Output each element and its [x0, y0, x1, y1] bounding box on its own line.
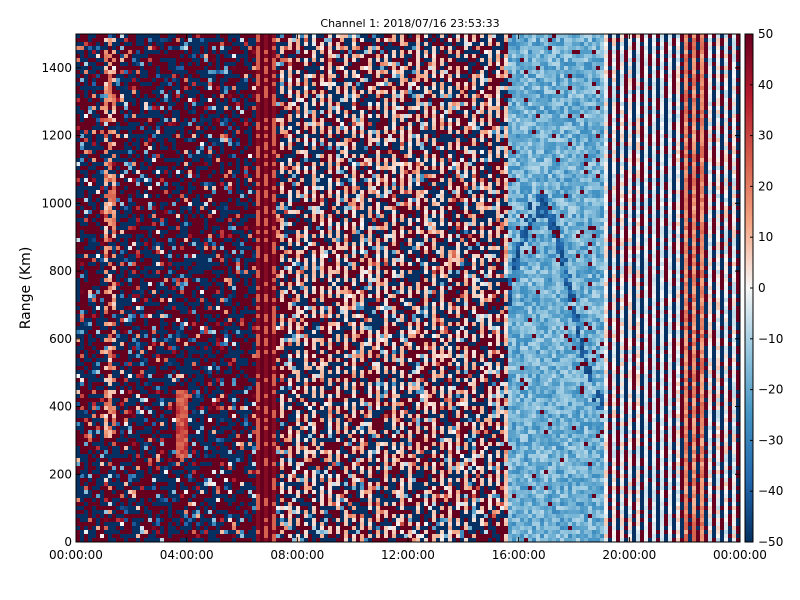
y-tick-label: 200 — [49, 467, 72, 481]
chart-title: Channel 1: 2018/07/16 23:53:33 — [320, 17, 499, 30]
x-tick-label: 04:00:00 — [160, 548, 214, 562]
y-axis-label: Range (Km) — [18, 247, 34, 330]
y-tick-label: 400 — [49, 400, 72, 414]
y-tick-label: 800 — [49, 264, 72, 278]
y-axis: 0 200 400 600 800 1000 1200 1400 — [41, 61, 740, 549]
colorbar-tick-label: 20 — [758, 179, 773, 193]
x-tick-label: 12:00:00 — [381, 548, 435, 562]
colorbar-ticks: 50 40 30 20 10 0 −10 −20 −30 −40 −50 — [750, 27, 783, 549]
y-tick-label: 1200 — [41, 129, 72, 143]
colorbar-tick-label: −20 — [758, 383, 783, 397]
x-tick-label: 00:00:00 — [49, 548, 103, 562]
y-tick-label: 0 — [64, 535, 72, 549]
colorbar-tick-label: −10 — [758, 332, 783, 346]
y-tick-label: 1000 — [41, 196, 72, 210]
x-tick-label: 08:00:00 — [270, 548, 324, 562]
y-tick-label: 1400 — [41, 61, 72, 75]
colorbar-tick-label: 10 — [758, 230, 773, 244]
heatmap-grid — [76, 34, 741, 543]
colorbar-tick-label: −50 — [758, 535, 783, 549]
colorbar-tick-label: −40 — [758, 484, 783, 498]
colorbar-tick-label: −30 — [758, 433, 783, 447]
colorbar-tick-label: 0 — [758, 281, 766, 295]
x-axis: 00:00:00 04:00:00 08:00:00 12:00:00 16:00:00… — [49, 34, 767, 562]
y-tick-label: 600 — [49, 332, 72, 346]
colorbar-tick-label: 50 — [758, 27, 773, 41]
colorbar-tick-label: 40 — [758, 78, 773, 92]
x-tick-label: 20:00:00 — [602, 548, 656, 562]
x-tick-label: 00:00:00 — [713, 548, 767, 562]
colorbar-tick-label: 30 — [758, 129, 773, 143]
x-tick-label: 16:00:00 — [492, 548, 546, 562]
